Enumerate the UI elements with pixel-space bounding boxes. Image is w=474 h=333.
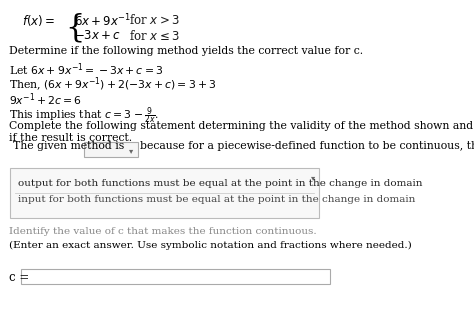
Text: ▾: ▾ — [311, 173, 315, 182]
Text: (Enter an exact answer. Use symbolic notation and fractions where needed.): (Enter an exact answer. Use symbolic not… — [9, 241, 411, 250]
Text: $f(x) = $: $f(x) = $ — [22, 13, 55, 28]
FancyBboxPatch shape — [21, 269, 330, 284]
Text: for $x \leq 3$: for $x \leq 3$ — [129, 29, 180, 43]
Text: ▾: ▾ — [129, 146, 133, 155]
Text: because for a piecewise-defined function to be continuous, the: because for a piecewise-defined function… — [140, 141, 474, 151]
Text: c =: c = — [9, 271, 29, 284]
Text: Complete the following statement determining the validity of the method shown an: Complete the following statement determi… — [9, 121, 473, 143]
Text: The given method is: The given method is — [13, 141, 125, 151]
Text: $9x^{-1} + 2c = 6$: $9x^{-1} + 2c = 6$ — [9, 91, 82, 108]
Text: $-3x + c$: $-3x + c$ — [74, 29, 121, 42]
Text: input for both functions must be equal at the point in the change in domain: input for both functions must be equal a… — [18, 195, 416, 204]
FancyBboxPatch shape — [10, 168, 319, 218]
Text: This implies that $c = 3 - \frac{9}{2x}$.: This implies that $c = 3 - \frac{9}{2x}$… — [9, 106, 159, 128]
Text: for $x > 3$: for $x > 3$ — [129, 13, 180, 27]
Text: Determine if the following method yields the correct value for c.: Determine if the following method yields… — [9, 46, 363, 56]
Text: Let $6x + 9x^{-1} = -3x + c = 3$: Let $6x + 9x^{-1} = -3x + c = 3$ — [9, 61, 163, 78]
Text: Identify the value of c that makes the function continuous.: Identify the value of c that makes the f… — [9, 227, 317, 236]
Text: {: { — [65, 12, 84, 43]
FancyBboxPatch shape — [84, 142, 137, 157]
Text: Then, $(6x + 9x^{-1}) + 2(-3x + c) = 3 + 3$: Then, $(6x + 9x^{-1}) + 2(-3x + c) = 3 +… — [9, 76, 216, 94]
Text: output for both functions must be equal at the point in the change in domain: output for both functions must be equal … — [18, 179, 423, 188]
Text: $6x + 9x^{-1}$: $6x + 9x^{-1}$ — [74, 13, 131, 30]
